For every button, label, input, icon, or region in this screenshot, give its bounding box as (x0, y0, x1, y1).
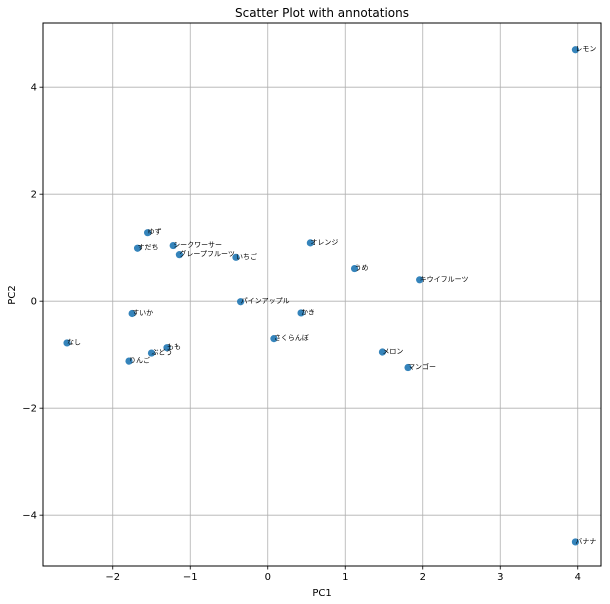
point-annotation: オレンジ (310, 238, 338, 246)
scatter-point (125, 357, 133, 365)
scatter-point (378, 348, 387, 356)
scatter-point (232, 253, 240, 261)
point-annotation: さくらんぼ (274, 334, 309, 342)
scatter-point (169, 241, 177, 250)
x-tick-label: 1 (342, 572, 348, 583)
x-tick-label: 2 (420, 572, 426, 583)
y-tick-label: −2 (22, 404, 37, 415)
point-annotation: ぶどう (152, 349, 173, 357)
grid-lines (43, 23, 601, 566)
scatter-point (128, 309, 136, 318)
y-tick-label: −4 (22, 511, 37, 522)
scatter-point (571, 538, 580, 546)
y-tick-label: 4 (31, 83, 37, 94)
point-annotation: すだち (138, 244, 159, 252)
point-annotation: なし (67, 338, 81, 346)
point-annotation: シークワーサー (173, 241, 222, 249)
point-annotation: メロン (382, 348, 403, 356)
x-tick-label: 4 (575, 572, 581, 583)
scatter-point (147, 349, 156, 357)
point-annotation: かき (301, 308, 315, 316)
scatter-point (163, 344, 171, 352)
point-annotation: キウイフルーツ (420, 275, 469, 283)
x-tick-label: 3 (497, 572, 503, 583)
x-axis-label: PC1 (312, 588, 331, 599)
data-points (63, 46, 580, 546)
point-annotation: すいか (132, 309, 153, 317)
chart-title: Scatter Plot with annotations (235, 6, 409, 20)
y-tick-label: 0 (31, 297, 37, 308)
scatter-point (571, 46, 580, 54)
scatter-point (416, 276, 424, 284)
point-annotation: マンゴー (408, 362, 436, 371)
scatter-point (270, 335, 278, 343)
point-annotation: バナナ (575, 537, 596, 545)
point-annotation: パインアップル (241, 297, 290, 305)
scatter-point (175, 251, 183, 259)
scatter-point (133, 244, 142, 252)
scatter-point (63, 339, 71, 347)
point-annotation: レモン (575, 45, 596, 53)
point-annotation: もも (167, 343, 181, 351)
x-tick-label: −1 (183, 572, 198, 583)
point-annotation: ゆず (148, 227, 162, 236)
plot-frame (42, 22, 602, 567)
scatter-point (144, 229, 152, 237)
scatter-point (404, 363, 412, 372)
scatter-point (297, 309, 305, 317)
y-tick-label: 2 (31, 190, 37, 201)
scatter-point (306, 239, 314, 247)
x-tick-label: −2 (105, 572, 120, 583)
point-annotation: いちご (236, 252, 257, 261)
scatter-point (237, 298, 245, 306)
y-axis-label: PC2 (7, 285, 18, 304)
scatter-point (350, 264, 359, 273)
point-annotation: うめ (355, 264, 369, 272)
x-tick-label: 0 (265, 572, 271, 583)
point-annotation: りんご (129, 356, 150, 365)
point-annotation: グレープフルーツ (179, 249, 234, 258)
axis-ticks: −2 −1 0 1 2 3 4 −4 −2 0 2 4 (22, 83, 581, 583)
